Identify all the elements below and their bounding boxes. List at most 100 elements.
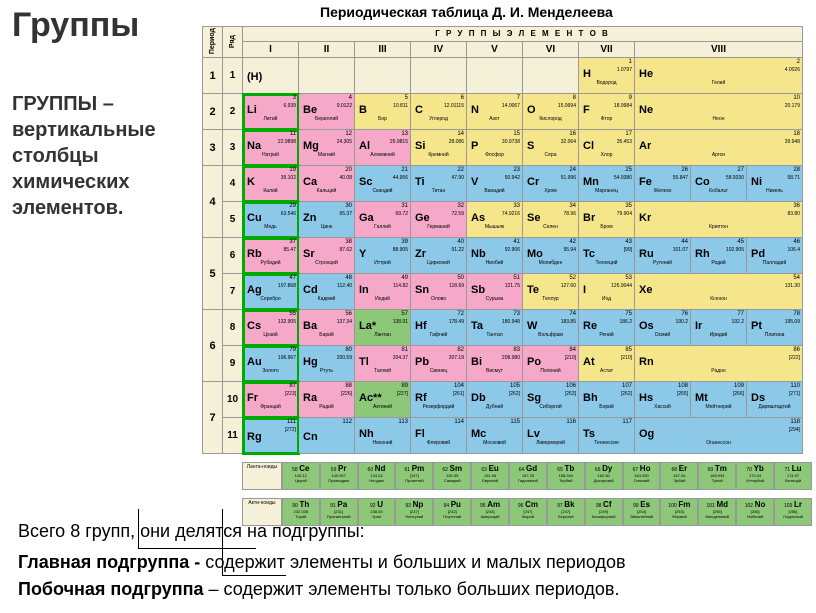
element-Rn: 86[222]RnРадон xyxy=(635,346,803,382)
element-Kr: 3683.80KrКриптон xyxy=(635,202,803,238)
element-Ce: 58 Ce140.12Церий xyxy=(282,462,320,490)
element-Ts: 117TsТеннессин xyxy=(579,418,635,454)
table-title: Периодическая таблица Д. И. Менделеева xyxy=(320,4,613,20)
element-F: 918.9984FФтор xyxy=(579,94,635,130)
element-Rh: 45102.905RhРодий xyxy=(691,238,747,274)
element-Mc: 115McМосковий xyxy=(467,418,523,454)
element-Fr: 87[223]FrФранций xyxy=(243,382,299,418)
element-Hs: 108[265]HsХассий xyxy=(635,382,691,418)
element-Br: 3579.904BrБром xyxy=(579,202,635,238)
element-B: 510.811BБор xyxy=(355,94,411,130)
element-Nd: 60 Nd144.24Неодим xyxy=(358,462,396,490)
element-Ds: 110[271]DsДармштадтий xyxy=(747,382,803,418)
element-Ta: 73180.948TaТантал xyxy=(467,310,523,346)
element-Pb: 82207.19PbСвинец xyxy=(411,346,467,382)
element-Cl: 1735.453ClХлор xyxy=(579,130,635,166)
element-Og: 118[294]OgОганессон xyxy=(635,418,803,454)
subtitle-text: ГРУППЫ – вертикальные столбцы химических… xyxy=(12,91,188,221)
element-La*: 57138.91La*Лантан xyxy=(355,310,411,346)
element-Hf: 72178.49HfГафний xyxy=(411,310,467,346)
element-Db: 105[262]DbДубний xyxy=(467,382,523,418)
element-Sr: 3887.62SrСтронций xyxy=(299,238,355,274)
element-Ga: 3169.72GaГаллий xyxy=(355,202,411,238)
subtitle-box: ГРУППЫ – вертикальные столбцы химических… xyxy=(12,96,188,216)
element-Er: 68 Er167.26Эрбий xyxy=(660,462,698,490)
element-Ar: 1839.948ArАргон xyxy=(635,130,803,166)
element-Pd: 46106.4PdПалладий xyxy=(747,238,803,274)
element-Al: 1326.9815AlАлюминий xyxy=(355,130,411,166)
element-Ru: 44101.07RuРутений xyxy=(635,238,691,274)
element-Cu: 2963.546CuМедь xyxy=(243,202,299,238)
element-P: 1530.9738PФосфор xyxy=(467,130,523,166)
element-Ge: 3272.59GeГерманий xyxy=(411,202,467,238)
element-Tl: 81204.37TlТаллий xyxy=(355,346,411,382)
footer-line1: Всего 8 групп, они делятся на подгруппы: xyxy=(18,518,798,545)
element-Zr: 4091.22ZrЦирконий xyxy=(411,238,467,274)
element-Fe: 2655.847FeЖелезо xyxy=(635,166,691,202)
element-Nb: 4192.906NbНиобий xyxy=(467,238,523,274)
footer-side: Побочная подгруппа – содержит элементы т… xyxy=(18,576,798,603)
element-I: 53126.9044IИод xyxy=(579,274,635,310)
element-Mo: 4295.94MoМолибден xyxy=(523,238,579,274)
element-Sn: 50118.69SnОлово xyxy=(411,274,467,310)
element-Nh: 113NhНихоний xyxy=(355,418,411,454)
element-Lv: 116LvЛиверморий xyxy=(523,418,579,454)
element-Ni: 2858.71NiНикель xyxy=(747,166,803,202)
footer-main: Главная подгруппа - содержит элементы и … xyxy=(18,549,798,576)
element-Rb: 3785.47RbРубидий xyxy=(243,238,299,274)
element-At: 85[210]AtАстат xyxy=(579,346,635,382)
element-Ir: 77192.2IrИридий xyxy=(691,310,747,346)
slide-title: Группы xyxy=(12,6,139,45)
element-Pr: 59 Pr140.907Празеодим xyxy=(320,462,358,490)
element-Ti: 2247.90TiТитан xyxy=(411,166,467,202)
element-Mt: 109[266]MtМейтнерий xyxy=(691,382,747,418)
element-Ba: 56137.34BaБарий xyxy=(299,310,355,346)
element-V: 2350.942VВанадий xyxy=(467,166,523,202)
element-Sc: 2144.956ScСкандий xyxy=(355,166,411,202)
periodic-table: ПериодРядГ Р У П П Ы Э Л Е М Е Н Т О ВII… xyxy=(202,26,812,526)
element-W: 74183.85WВольфрам xyxy=(523,310,579,346)
element-Tb: 65 Tb158.924Тербий xyxy=(547,462,585,490)
element-Bi: 83208.980BiВисмут xyxy=(467,346,523,382)
element-(H): (H) xyxy=(243,58,299,94)
element-Y: 3988.905YИттрий xyxy=(355,238,411,274)
element-In: 49114.82InИндий xyxy=(355,274,411,310)
element-Tc: 43[99]TcТехнеций xyxy=(579,238,635,274)
element-Pt: 78195.09PtПлатина xyxy=(747,310,803,346)
element-Pm: 61 Pm[147]Прометий xyxy=(395,462,433,490)
element-Cr: 2451.996CrХром xyxy=(523,166,579,202)
element-Cd: 48112.40CdКадмий xyxy=(299,274,355,310)
element-Co: 2758.9330CoКобальт xyxy=(691,166,747,202)
element-C: 612.01115CУглерод xyxy=(411,94,467,130)
element-Hg: 80200.59HgРтуть xyxy=(299,346,355,382)
element-Li: 36.939LiЛитий xyxy=(243,94,299,130)
element-Ne: 1020.179NeНеон xyxy=(635,94,803,130)
element-Mn: 2554.9380MnМарганец xyxy=(579,166,635,202)
footer-text: Всего 8 групп, они делятся на подгруппы:… xyxy=(18,518,798,603)
element-Rg: 111[272]Rg xyxy=(243,418,299,454)
element-Se: 3478.96SeСелен xyxy=(523,202,579,238)
element-Sb: 51121.75SbСурьма xyxy=(467,274,523,310)
element-Ho: 67 Ho164.930Гольмий xyxy=(623,462,661,490)
element-Rf: 104[261]RfРезерфордий xyxy=(411,382,467,418)
element-N: 714.0067NАзот xyxy=(467,94,523,130)
element-S: 1632.064SСера xyxy=(523,130,579,166)
element-O: 815.9994OКислород xyxy=(523,94,579,130)
element-Po: 84[210]PoПолоний xyxy=(523,346,579,382)
element-Na: 1122.9898NaНатрий xyxy=(243,130,299,166)
element-Ca: 2040.08CaКальций xyxy=(299,166,355,202)
element-Tm: 69 Tm168.934Тулий xyxy=(698,462,736,490)
element-Ag: 47107.868AgСеребро xyxy=(243,274,299,310)
element-As: 3374.9216AsМышьяк xyxy=(467,202,523,238)
element-Bh: 107[262]BhБорий xyxy=(579,382,635,418)
element-Mg: 1224.305MgМагний xyxy=(299,130,355,166)
element-Ac**: 89[227]Ac**Актиний xyxy=(355,382,411,418)
element-Eu: 63 Eu151.96Европий xyxy=(471,462,509,490)
element-Re: 75186.2ReРений xyxy=(579,310,635,346)
element-Yb: 70 Yb173.04Иттербий xyxy=(736,462,774,490)
element-Sg: 106[263]SgСиборгий xyxy=(523,382,579,418)
element-Dy: 66 Dy162.50Диспрозий xyxy=(585,462,623,490)
element-Cn: 112Cn xyxy=(299,418,355,454)
element-Si: 1428.086SiКремний xyxy=(411,130,467,166)
element-Te: 52127.60TeТеллур xyxy=(523,274,579,310)
